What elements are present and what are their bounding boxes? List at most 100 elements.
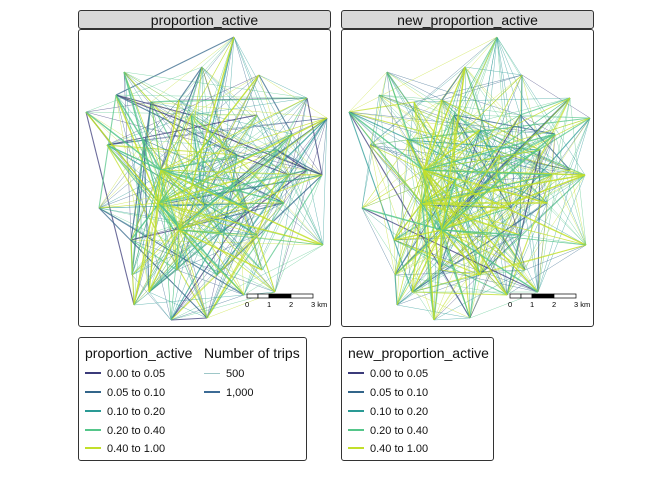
scale-bar-label: 1 [530, 300, 534, 309]
desire-line [369, 144, 586, 176]
desire-line [423, 169, 481, 276]
legend-key [348, 447, 364, 450]
desire-lines-map-left: 0 1 2 3 km [85, 36, 328, 321]
desire-line [348, 111, 471, 319]
desire-line [439, 269, 471, 319]
desire-line [439, 154, 501, 271]
desire-line [130, 239, 324, 246]
desire-line [464, 66, 523, 76]
desire-line [150, 101, 162, 171]
desire-line [393, 202, 423, 241]
desire-line [178, 229, 258, 236]
desire-line [178, 174, 290, 231]
desire-line [413, 101, 425, 171]
desire-line [130, 66, 203, 241]
desire-line [421, 174, 553, 204]
desire-line [369, 71, 388, 146]
desire-line [348, 111, 443, 231]
legend-label: 0.10 to 0.20 [107, 406, 166, 418]
legend-label: 0.20 to 0.40 [107, 425, 166, 437]
desire-line [148, 169, 162, 293]
desire-line [411, 291, 471, 319]
desire-line [178, 66, 203, 231]
desire-line [133, 202, 160, 306]
desire-line [406, 139, 425, 171]
desire-line [569, 169, 587, 246]
desire-line [123, 71, 193, 181]
desire-line [150, 101, 323, 176]
desire-line [131, 117, 328, 276]
desire-line [130, 169, 162, 241]
desire-line [393, 239, 481, 276]
desire-line [178, 74, 260, 231]
legend-label: 0.40 to 1.00 [370, 443, 429, 455]
desire-line [258, 74, 308, 99]
desire-line [496, 36, 511, 209]
desire-line [441, 133, 556, 231]
desire-line [288, 174, 324, 246]
desire-line [413, 74, 523, 103]
desire-line [421, 202, 508, 296]
desire-line [158, 179, 238, 204]
desire-line [479, 207, 511, 276]
desire-line [148, 133, 293, 293]
desire-line [441, 66, 466, 231]
desire-line [479, 129, 484, 234]
desire-line [123, 71, 180, 231]
desire-line [441, 229, 481, 276]
desire-line [201, 36, 235, 68]
desire-line [423, 169, 539, 293]
desire-line [106, 144, 175, 231]
legend-item: 0.20 to 0.40 [348, 424, 428, 438]
desire-line [123, 71, 278, 151]
desire-line [441, 174, 586, 231]
scale-bar-segment [553, 293, 577, 299]
desire-line [411, 229, 443, 293]
desire-line [206, 207, 248, 319]
legend-key [85, 372, 101, 375]
desire-line [236, 179, 245, 296]
desire-line [441, 229, 539, 293]
desire-line [539, 149, 571, 171]
desire-line [423, 169, 443, 231]
desire-line [369, 66, 466, 146]
desire-line [178, 229, 245, 296]
desire-line [216, 174, 290, 276]
map-panel-left: 0 1 2 3 km [78, 29, 331, 327]
desire-line [499, 154, 526, 271]
legend-item: 0.40 to 1.00 [85, 442, 165, 456]
desire-line [85, 101, 152, 113]
desire-line [158, 114, 258, 204]
desire-line [106, 144, 180, 231]
desire-line [464, 36, 498, 68]
desire-line [413, 101, 443, 231]
desire-line [519, 234, 587, 246]
desire-line [106, 74, 260, 146]
desire-line [191, 114, 258, 181]
desire-line [256, 234, 276, 293]
desire-line [433, 229, 443, 321]
desire-line [506, 202, 548, 296]
desire-line [170, 317, 208, 321]
desire-line [411, 154, 501, 293]
desire-line [160, 169, 324, 246]
desire-line [537, 133, 556, 293]
desire-line [160, 169, 205, 206]
scale-bar-label: 3 km [311, 300, 327, 309]
desire-line [423, 97, 571, 171]
legend-color-title: proportion_active [85, 345, 193, 361]
scale-bar-segment [268, 293, 292, 299]
desire-line [378, 94, 501, 181]
desire-line [436, 114, 455, 231]
desire-line [148, 97, 308, 293]
desire-line [150, 97, 308, 103]
desire-line [348, 71, 388, 113]
desire-line [423, 66, 466, 171]
desire-line [393, 229, 443, 241]
legend-label: 0.05 to 0.10 [370, 387, 429, 399]
desire-line [158, 202, 276, 293]
desire-line [131, 229, 180, 276]
legend-size-item: 1,000 [204, 386, 254, 400]
desire-line [131, 204, 158, 276]
desire-line [131, 139, 145, 276]
